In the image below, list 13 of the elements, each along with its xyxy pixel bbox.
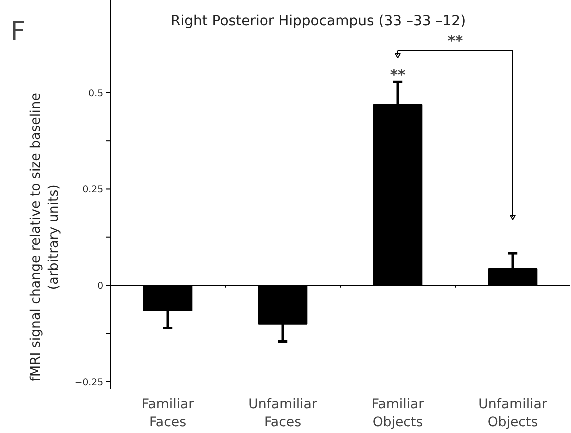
y-axis-title: fMRI signal change relative to size baseline (arbitrary units): [29, 93, 62, 382]
y-tick-label: 0: [98, 281, 104, 292]
text: Right Posterior Hippocampus (33 –33 –12): [170, 14, 466, 30]
y-tick-label: 0.5: [88, 88, 104, 100]
y-tick-label: −0.25: [74, 377, 104, 388]
annotation: **: [448, 32, 464, 50]
x-tick-label: Familiar Objects: [372, 398, 425, 430]
x-tick-label: Unfamiliar Objects: [478, 398, 548, 430]
annotation: **: [390, 67, 406, 84]
x-tick-label: Familiar Faces: [142, 398, 195, 430]
x-tick-label: Unfamiliar Faces: [248, 398, 318, 430]
text: F: [10, 16, 26, 48]
y-tick-label: 0.25: [82, 184, 104, 196]
